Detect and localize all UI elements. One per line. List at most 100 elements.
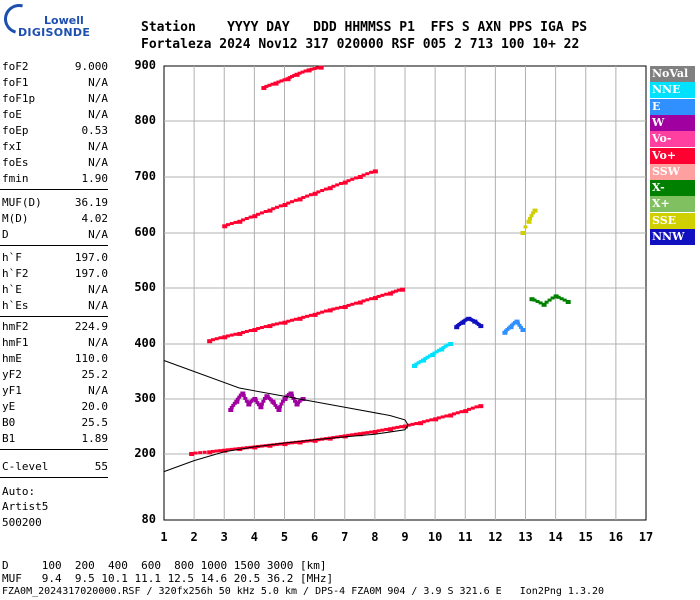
echo-point	[531, 211, 536, 215]
y-tick-label: 800	[134, 113, 156, 127]
param-row: C-level 55	[2, 460, 108, 474]
echo-point	[396, 288, 401, 292]
echo-point	[267, 443, 273, 448]
echo-point	[309, 67, 314, 71]
echo-point	[338, 182, 343, 185]
echo-point	[357, 300, 363, 305]
echo-point	[290, 441, 295, 445]
param-name: hmF1	[2, 336, 29, 349]
echo-point	[261, 86, 267, 90]
echo-point	[259, 211, 264, 215]
echo-point	[421, 420, 426, 424]
echo-point	[365, 298, 370, 302]
echo-point	[439, 347, 445, 352]
echo-point	[384, 292, 389, 296]
echo-point	[246, 402, 252, 407]
echo-point	[350, 302, 355, 306]
echo-point	[369, 430, 374, 434]
echo-point	[346, 433, 351, 437]
echo-point	[350, 177, 355, 181]
echo-point	[421, 358, 427, 363]
echo-point	[210, 338, 215, 342]
echo-point	[263, 210, 268, 213]
y-tick-label: 400	[134, 336, 156, 350]
echo-point	[293, 198, 298, 202]
param-row: foF1 N/A	[2, 76, 108, 90]
logo-main-text: DIGISONDE	[18, 26, 91, 39]
param-name: foF2	[2, 60, 29, 73]
echo-point	[427, 354, 432, 358]
echo-point	[244, 329, 249, 333]
param-name: h`E	[2, 283, 22, 296]
legend-item: X-	[650, 180, 695, 197]
echo-point	[380, 293, 385, 297]
param-name: yF2	[2, 368, 22, 381]
echo-point	[214, 449, 219, 453]
echo-point	[338, 434, 343, 438]
echo-point	[365, 431, 370, 435]
x-tick-label: 5	[280, 530, 289, 544]
echo-point	[287, 76, 292, 80]
echo-point	[270, 82, 275, 86]
legend-item: SSW	[650, 163, 695, 180]
echo-point	[297, 197, 303, 202]
echo-point	[305, 194, 310, 198]
param-value: 1.89	[81, 432, 109, 445]
autoscale-version: 500200	[2, 516, 42, 529]
echo-point	[290, 75, 295, 78]
x-tick-label: 2	[190, 530, 198, 544]
echo-point	[369, 170, 374, 174]
echo-point	[372, 296, 378, 301]
x-tick-label: 12	[488, 530, 503, 544]
y-tick-label: 900	[134, 58, 156, 72]
param-row: yF2 25.2	[2, 368, 108, 382]
echo-point	[380, 428, 385, 432]
echo-point	[553, 294, 559, 299]
echo-point	[445, 343, 450, 347]
echo-point	[303, 69, 308, 73]
autoscale-label: Auto:	[2, 485, 36, 498]
echo-point	[434, 350, 439, 354]
y-tick-label: 80	[141, 512, 156, 526]
echo-point	[271, 401, 276, 405]
echo-point	[237, 219, 243, 224]
echo-point	[233, 220, 238, 224]
param-name: yE	[2, 400, 16, 413]
echo-point	[207, 450, 213, 455]
echo-point	[244, 399, 249, 403]
echo-point	[559, 297, 564, 301]
param-value: 25.2	[81, 368, 109, 381]
param-value: 110.0	[74, 352, 108, 365]
param-row: hmF1 N/A	[2, 336, 108, 350]
echo-point	[387, 427, 393, 432]
echo-point	[365, 172, 370, 176]
echo-point	[331, 307, 336, 311]
x-tick-label: 13	[518, 530, 533, 544]
param-row: B0 25.5	[2, 416, 108, 430]
echo-point	[327, 186, 333, 191]
x-tick-label: 3	[220, 530, 228, 544]
param-row: hmF2 224.9	[2, 320, 108, 334]
echo-point	[418, 359, 423, 363]
param-value: 4.02	[81, 212, 109, 225]
echo-point	[282, 442, 288, 447]
echo-point	[528, 217, 533, 220]
y-tick-label: 600	[134, 225, 156, 239]
echo-point	[376, 429, 381, 433]
echo-point	[544, 300, 549, 304]
echo-point	[256, 212, 261, 216]
legend-item: Vo-	[650, 131, 695, 148]
echo-point	[233, 332, 238, 336]
param-value: 20.0	[81, 400, 109, 413]
param-value: N/A	[88, 140, 108, 153]
echo-point	[399, 287, 405, 292]
param-separator	[0, 449, 108, 450]
echo-point	[278, 204, 283, 208]
echo-point	[520, 231, 526, 235]
echo-point	[286, 201, 291, 205]
echo-point	[441, 346, 446, 350]
param-row: fxI N/A	[2, 140, 108, 154]
param-value: N/A	[88, 108, 108, 121]
param-value: 0.53	[81, 124, 109, 137]
echo-point	[372, 169, 378, 174]
